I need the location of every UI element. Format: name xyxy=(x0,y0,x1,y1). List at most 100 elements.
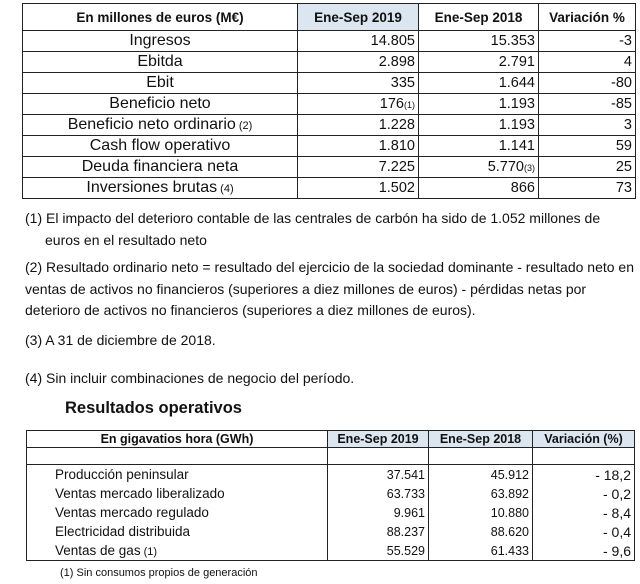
variation: - 9,6 xyxy=(532,541,635,561)
value-2019-text: 63.733 xyxy=(386,486,425,501)
variation-text: 73 xyxy=(615,180,632,196)
row-label: Beneficio neto xyxy=(22,93,298,115)
row-label: Deuda financiera neta xyxy=(22,156,298,178)
value-2018-text: 61.433 xyxy=(490,543,529,558)
variation: - 0,4 xyxy=(532,522,635,541)
row-label-text: Producción peninsular xyxy=(55,467,189,482)
variation-text: - 18,2 xyxy=(595,466,631,483)
value-2019: 2.898 xyxy=(297,51,419,73)
variation-text: 3 xyxy=(623,117,632,133)
value-2018: 866 xyxy=(418,177,539,199)
variation-text: -3 xyxy=(619,33,632,49)
header-units: En millones de euros (M€) xyxy=(22,3,298,31)
variation: 3 xyxy=(538,114,636,136)
value-2018-text: 10.880 xyxy=(490,505,529,520)
value-2018: 45.912 xyxy=(428,464,533,484)
header-2019: Ene-Sep 2019 xyxy=(327,430,429,448)
variation: -80 xyxy=(538,72,636,94)
row-label-text: Ebitda xyxy=(137,53,183,70)
value-2018: 1.193 xyxy=(418,114,539,136)
row-label: Beneficio neto ordinario (2) xyxy=(22,114,298,136)
value-2019-text: 335 xyxy=(390,75,415,91)
row-label-text: Cash flow operativo xyxy=(89,137,231,154)
row-label-text: Ventas mercado liberalizado xyxy=(55,486,225,501)
value-2018: 1.193 xyxy=(418,93,539,115)
table-row: Ebitda 2.898 2.791 4 xyxy=(22,51,636,73)
value-2018-text: 1.193 xyxy=(498,96,535,112)
note-ref: (1) xyxy=(404,100,415,110)
operating-results-table: En gigavatios hora (GWh) Ene-Sep 2019 En… xyxy=(26,430,635,561)
row-label-text: Inversiones brutas xyxy=(86,179,218,196)
financial-results-table: En millones de euros (M€) Ene-Sep 2019 E… xyxy=(22,3,636,199)
value-2019-text: 2.898 xyxy=(378,54,415,70)
value-2018: 5.770(3) xyxy=(418,156,539,178)
value-2019: 7.225 xyxy=(297,156,419,178)
table-row: Beneficio neto 176(1) 1.193 -85 xyxy=(22,93,636,115)
header-2018: Ene-Sep 2018 xyxy=(428,430,533,448)
value-2019-text: 1.502 xyxy=(378,180,415,196)
value-2018: 2.791 xyxy=(418,51,539,73)
footnote-2: (2) Resultado ordinario neto = resultado… xyxy=(25,259,634,318)
variation-text: - 9,6 xyxy=(602,542,631,559)
value-2018-text: 88.620 xyxy=(490,524,529,539)
value-2019-text: 14.805 xyxy=(370,33,415,49)
value-2018: 1.644 xyxy=(418,72,539,94)
value-2019: 9.961 xyxy=(327,503,429,522)
value-2019: 63.733 xyxy=(327,484,429,503)
footnote-4: (4) Sin incluir combinaciones de negocio… xyxy=(25,370,355,386)
row-label: Ebit xyxy=(22,72,298,94)
row-label: Electricidad distribuida xyxy=(26,522,328,541)
table2-footnote: (1) Sin consumos propios de generación xyxy=(60,567,258,579)
variation: 4 xyxy=(538,51,636,73)
row-label-text: Ebit xyxy=(146,74,174,91)
variation: 59 xyxy=(538,135,636,157)
table-row: Electricidad distribuida 88.237 88.620 - 0,… xyxy=(26,522,635,541)
value-2019: 1.810 xyxy=(297,135,419,157)
variation-text: 4 xyxy=(623,54,632,70)
table-row: Ventas de gas (1) 55.529 61.433 - 9,6 xyxy=(26,541,635,561)
row-label-text: Beneficio neto ordinario xyxy=(67,116,236,133)
header-variation: Variación % xyxy=(538,3,636,31)
variation: - 0,2 xyxy=(532,484,635,503)
value-2018-text: 1.644 xyxy=(498,75,535,91)
variation-text: - 8,4 xyxy=(602,504,631,521)
value-2019: 37.541 xyxy=(327,464,429,484)
note-ref: (2) xyxy=(235,120,253,132)
value-2019-text: 37.541 xyxy=(386,467,425,482)
variation-text: -85 xyxy=(611,96,632,112)
value-2018-text: 5.770 xyxy=(487,159,524,175)
table-header-row: En millones de euros (M€) Ene-Sep 2019 E… xyxy=(22,3,636,31)
value-2019: 14.805 xyxy=(297,30,419,52)
value-2019: 55.529 xyxy=(327,541,429,561)
row-label: Ebitda xyxy=(22,51,298,73)
section-title: Resultados operativos xyxy=(65,399,242,417)
header-variation: Variación (%) xyxy=(532,430,635,448)
variation-text: -80 xyxy=(611,75,632,91)
value-2019: 176(1) xyxy=(297,93,419,115)
row-label: Ventas mercado regulado xyxy=(26,503,328,522)
variation-text: - 0,4 xyxy=(602,523,631,540)
table-row: Inversiones brutas (4) 1.502 866 73 xyxy=(22,177,636,199)
value-2018-text: 866 xyxy=(510,180,535,196)
row-label-text: Ingresos xyxy=(129,32,191,49)
value-2018: 61.433 xyxy=(428,541,533,561)
table-header-row: En gigavatios hora (GWh) Ene-Sep 2019 En… xyxy=(26,430,635,448)
row-label: Producción peninsular xyxy=(26,464,328,484)
header-units: En gigavatios hora (GWh) xyxy=(26,430,328,448)
note-ref: (3) xyxy=(524,163,535,173)
table-row: Cash flow operativo 1.810 1.141 59 xyxy=(22,135,636,157)
row-label-text: Deuda financiera neta xyxy=(81,158,239,175)
table-row: Ventas mercado liberalizado 63.733 63.892 -… xyxy=(26,484,635,503)
variation: - 8,4 xyxy=(532,503,635,522)
variation: 73 xyxy=(538,177,636,199)
value-2018-text: 63.892 xyxy=(490,486,529,501)
value-2018: 88.620 xyxy=(428,522,533,541)
row-label: Ventas mercado liberalizado xyxy=(26,484,328,503)
value-2019-text: 55.529 xyxy=(386,543,425,558)
variation-text: 59 xyxy=(615,138,632,154)
empty-row xyxy=(26,447,635,465)
footnote-1: (1) El impacto del deterioro contable de… xyxy=(25,210,601,248)
value-2019-text: 1.228 xyxy=(378,117,415,133)
value-2018-text: 15.353 xyxy=(490,33,535,49)
row-label: Cash flow operativo xyxy=(22,135,298,157)
